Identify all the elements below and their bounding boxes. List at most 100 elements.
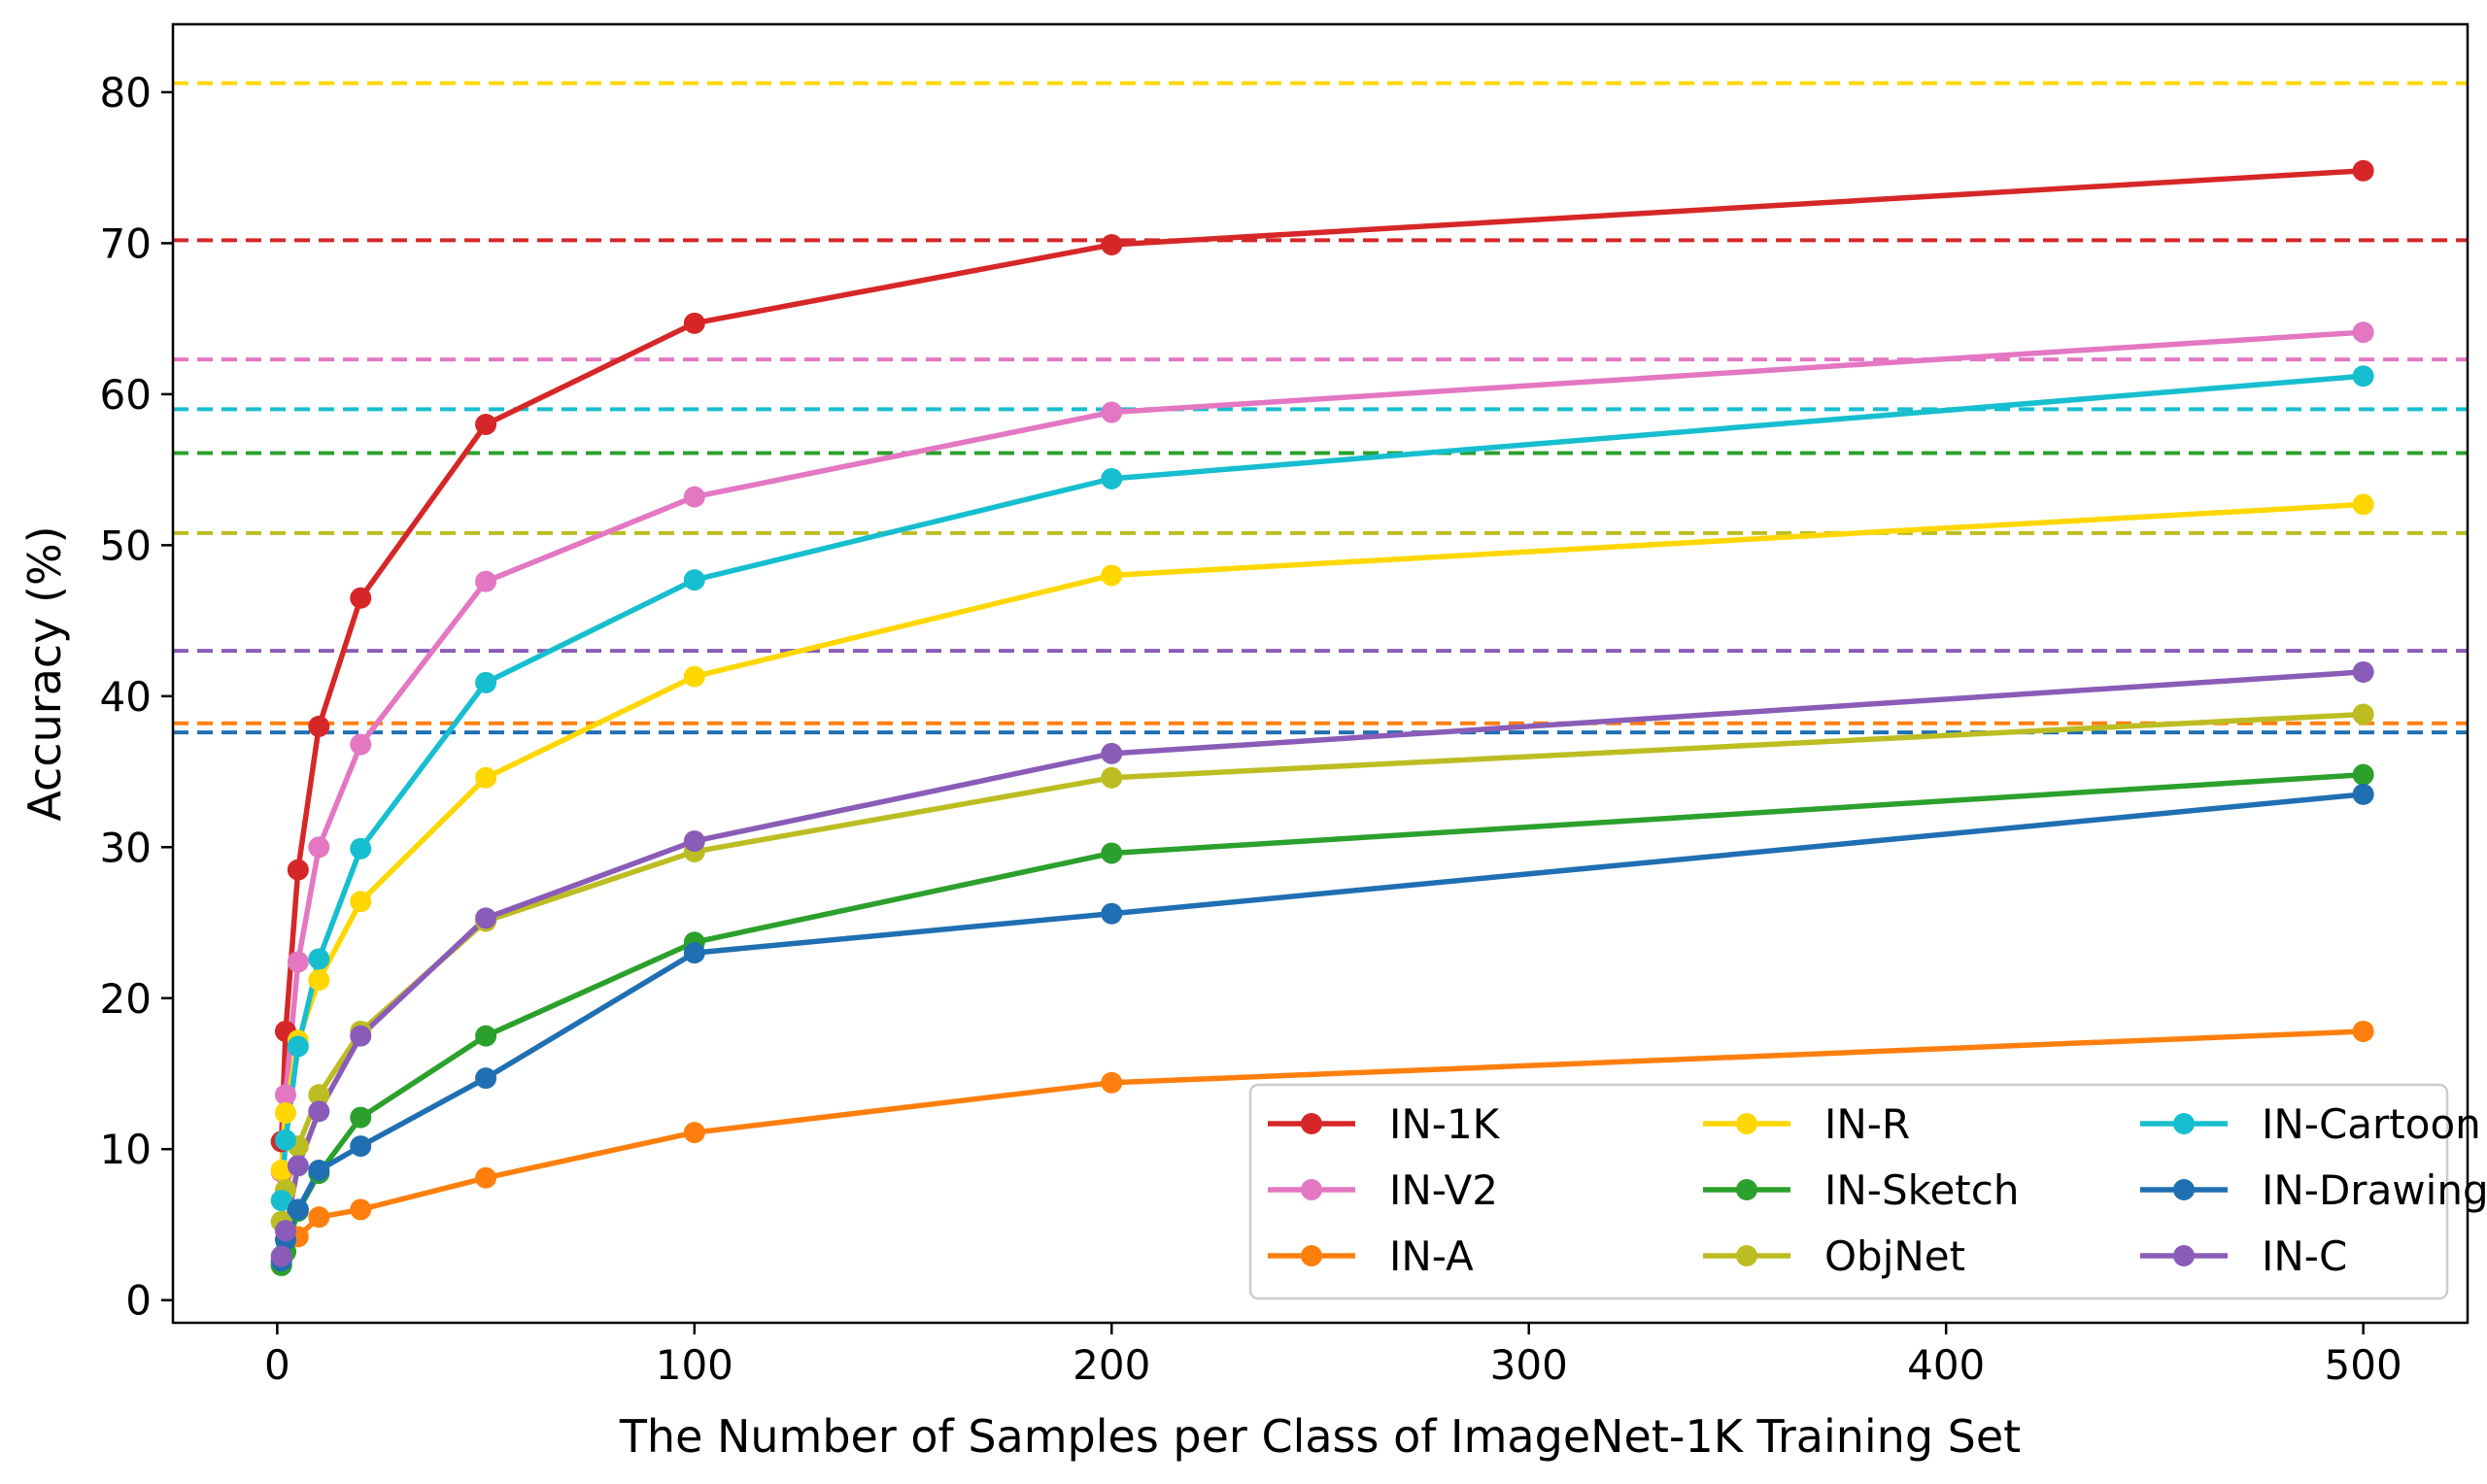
y-tick-label: 50 [100,522,152,569]
point-in-v2 [2352,321,2374,344]
y-tick-label: 60 [100,371,152,419]
legend-label-in-cartoon: IN-Cartoon [2262,1100,2481,1148]
point-in-1k [308,715,330,737]
point-in-r [683,665,705,688]
point-in-cartoon [683,569,705,591]
point-in-a [308,1206,330,1229]
legend-marker-in-r [1736,1113,1757,1134]
legend-label-in-v2: IN-V2 [1389,1166,1498,1214]
point-in-cartoon [350,837,372,860]
point-in-v2 [274,1084,296,1106]
legend-marker-in-sketch [1736,1179,1757,1200]
point-in-v2 [308,836,330,859]
point-in-v2 [683,486,705,508]
legend-box [1248,1083,2449,1300]
y-tick-label: 30 [100,824,152,871]
y-axis-ticks: 0 10 20 30 40 50 60 70 80 [100,69,173,1325]
point-in-drawing [2352,783,2374,805]
x-tick-label: 500 [2325,1341,2402,1389]
x-tick-label: 200 [1073,1341,1150,1389]
point-in-cartoon [270,1190,292,1212]
point-objnet [1101,766,1123,789]
point-in-r [270,1159,292,1181]
legend-marker-in-cartoon [2173,1113,2195,1134]
x-axis-title: The Number of Samples per Class of Image… [619,1410,2021,1463]
series-points [270,159,2374,1276]
y-tick-label: 0 [125,1277,152,1325]
point-objnet [2352,703,2374,725]
y-tick-label: 40 [100,673,152,721]
point-in-sketch [350,1106,372,1129]
point-in-c [683,830,705,853]
point-in-cartoon [1101,467,1123,489]
legend: IN-1K IN-V2 IN-A IN-R IN-Sketch ObjNet IN-Cart… [1248,1083,2487,1300]
legend-label-in-r: IN-R [1824,1100,1910,1148]
point-in-r [350,891,372,913]
x-tick-label: 400 [1907,1341,1985,1389]
y-axis-title: Accuracy (%) [18,525,71,821]
x-axis-ticks: 0 100 200 300 400 500 [264,1323,2402,1389]
point-in-cartoon [2352,365,2374,388]
legend-marker-in-a [1301,1245,1322,1266]
point-in-v2 [350,733,372,756]
point-in-drawing [308,1159,330,1181]
point-in-r [475,766,497,789]
point-in-1k [287,859,309,881]
point-in-1k [1101,233,1123,255]
baseline-lines [173,81,2468,735]
legend-marker-objnet [1736,1245,1757,1266]
point-in-sketch [2352,763,2374,786]
point-in-c [274,1220,296,1242]
point-in-drawing [287,1198,309,1221]
point-in-c [2352,660,2374,683]
point-in-r [308,969,330,992]
point-in-a [683,1122,705,1144]
point-in-1k [683,312,705,334]
point-in-sketch [1101,842,1123,864]
point-in-v2 [475,570,497,592]
point-in-1k [350,587,372,609]
legend-label-objnet: ObjNet [1824,1232,1965,1280]
point-in-a [475,1166,497,1189]
point-in-drawing [1101,902,1123,925]
legend-label-in-a: IN-A [1389,1232,1474,1280]
series-line-in-1k [278,168,2364,1142]
point-in-c [270,1245,292,1267]
point-in-drawing [350,1135,372,1158]
point-in-drawing [683,942,705,964]
point-in-c [287,1155,309,1177]
point-in-drawing [475,1067,497,1090]
legend-label-in-1k: IN-1K [1389,1100,1501,1148]
point-in-r [1101,564,1123,587]
point-in-cartoon [274,1129,296,1151]
point-in-cartoon [475,671,497,693]
legend-marker-in-drawing [2173,1179,2195,1200]
legend-marker-in-1k [1301,1113,1322,1134]
legend-marker-in-v2 [1301,1179,1322,1200]
point-in-v2 [287,951,309,973]
point-in-c [308,1100,330,1123]
y-tick-label: 10 [100,1126,152,1173]
point-in-c [350,1025,372,1047]
point-in-cartoon [308,948,330,970]
point-in-a [1101,1071,1123,1094]
point-in-a [2352,1020,2374,1042]
series-line-in-cartoon [278,373,2364,1201]
x-tick-label: 100 [656,1341,733,1389]
x-tick-label: 300 [1490,1341,1568,1389]
legend-label-in-sketch: IN-Sketch [1824,1166,2019,1214]
legend-marker-in-c [2173,1245,2195,1266]
point-in-c [1101,742,1123,764]
legend-label-in-c: IN-C [2262,1232,2347,1280]
x-tick-label: 0 [264,1341,290,1389]
point-in-v2 [1101,401,1123,423]
point-in-1k [475,413,497,435]
point-in-cartoon [287,1035,309,1058]
point-in-1k [2352,159,2374,182]
point-in-c [475,907,497,929]
y-tick-label: 20 [100,975,152,1023]
point-in-sketch [475,1025,497,1047]
point-in-r [274,1101,296,1124]
point-objnet [308,1084,330,1106]
